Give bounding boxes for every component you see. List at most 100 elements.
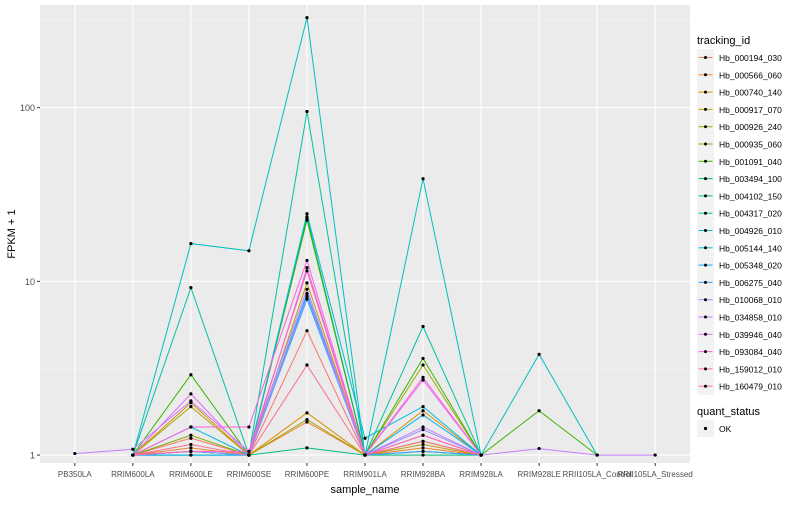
x-tick-label: RRII105LA_Stressed (618, 470, 693, 479)
data-point (421, 442, 425, 447)
legend-point-swatch (704, 350, 707, 354)
data-point (189, 442, 193, 447)
data-points (73, 16, 657, 457)
data-point (305, 215, 309, 219)
legend-label: Hb_010068_010 (719, 295, 782, 305)
data-point (73, 451, 77, 456)
data-point (189, 449, 193, 453)
legend-point-swatch (704, 177, 707, 181)
data-point (131, 453, 135, 457)
data-point (247, 449, 251, 453)
legend-point-swatch (704, 367, 707, 371)
data-point (189, 453, 193, 457)
x-axis-title: sample_name (330, 484, 399, 496)
legend-label: Hb_000917_070 (719, 105, 782, 115)
grid (40, 5, 690, 463)
data-point (247, 249, 251, 253)
legend-point-swatch (704, 90, 707, 94)
data-point (421, 324, 425, 329)
legend-label: Hb_006275_040 (719, 278, 782, 288)
shape-legend-entries: OK (697, 420, 732, 437)
data-point (189, 433, 193, 437)
legend-label: Hb_159012_010 (719, 364, 782, 374)
data-point (247, 453, 251, 457)
legend-point-swatch (704, 298, 707, 302)
data-point (421, 378, 425, 382)
legend-point-swatch (704, 384, 707, 388)
legend-point-swatch (704, 211, 707, 215)
data-point (189, 241, 193, 246)
data-point (189, 399, 193, 403)
data-point (421, 405, 425, 409)
legend-point-swatch (704, 263, 707, 267)
y-tick-label: 1 (30, 451, 35, 461)
data-point (305, 269, 309, 273)
data-point (421, 356, 425, 361)
data-point (305, 297, 309, 301)
legend-label: Hb_000935_060 (719, 140, 782, 150)
data-point (421, 363, 425, 367)
x-tick-label: RRIM600LA (111, 470, 155, 479)
data-point (305, 294, 309, 298)
data-point (189, 392, 193, 396)
x-tick-label: PB350LA (58, 470, 92, 479)
legend-label: Hb_004926_010 (719, 226, 782, 236)
legend-label: Hb_034858_010 (719, 313, 782, 323)
data-point (363, 453, 367, 457)
data-point (421, 177, 425, 181)
legend-point-swatch (704, 332, 707, 336)
legend-label: Hb_004102_150 (719, 191, 782, 201)
legend-label: Hb_160479_010 (719, 382, 782, 392)
x-tick-label: RRIM600SE (227, 470, 271, 479)
data-point (131, 447, 135, 451)
legend-point-swatch (704, 315, 707, 319)
data-point (189, 425, 193, 429)
x-tick-label: RRIM600PE (285, 470, 329, 479)
data-point (305, 411, 309, 415)
data-point (305, 109, 309, 114)
legend-label: Hb_005144_140 (719, 243, 782, 253)
data-point (421, 425, 425, 429)
data-point (537, 352, 541, 356)
legend-point-swatch (704, 56, 707, 59)
legend-label: Hb_000194_030 (719, 53, 782, 63)
y-axis-title: FPKM + 1 (6, 209, 18, 258)
legend-point-swatch (704, 142, 707, 146)
x-tick-label: RRIM928BA (401, 470, 446, 479)
x-tick-label: RRII105LA_Control (562, 470, 632, 479)
legend-point-swatch (704, 194, 707, 198)
legend-label: Hb_000566_060 (719, 70, 782, 80)
data-point (421, 449, 425, 453)
x-tick-label: RRIM928LA (459, 470, 503, 479)
data-point (595, 453, 599, 457)
x-tick-label: RRIM928LE (517, 470, 561, 479)
data-point (305, 417, 309, 422)
x-tick-label: RRIM901LA (343, 470, 387, 479)
legend-label: Hb_039946_040 (719, 330, 782, 340)
data-point (305, 212, 309, 216)
data-point (421, 446, 425, 450)
data-point (421, 413, 425, 417)
data-point (653, 453, 657, 457)
legend-point-swatch (704, 73, 707, 77)
legend: tracking_id Hb_000194_030Hb_000566_060Hb… (697, 35, 782, 437)
data-point (421, 433, 425, 437)
legend-label: Hb_093084_040 (719, 347, 782, 357)
legend-point-swatch (704, 280, 707, 284)
shape-legend-label: OK (719, 424, 732, 434)
shape-legend-point (703, 426, 708, 431)
data-point (421, 428, 425, 432)
data-point (305, 329, 309, 333)
x-tick-label: RRIM600LE (169, 470, 213, 479)
data-point (479, 453, 483, 457)
legend-point-swatch (704, 125, 707, 129)
legend-title-quant-status: quant_status (697, 406, 760, 418)
x-axis: PB350LA RRIM600LA RRIM600LE RRIM600SE RRIM60… (58, 463, 693, 479)
legend-label: Hb_004317_020 (719, 209, 782, 219)
data-point (537, 409, 541, 413)
legend-point-swatch (704, 246, 707, 250)
data-point (421, 409, 425, 413)
legend-entries: Hb_000194_030 Hb_000566_060 Hb_000740_140 H… (697, 49, 782, 395)
data-point (189, 286, 193, 290)
